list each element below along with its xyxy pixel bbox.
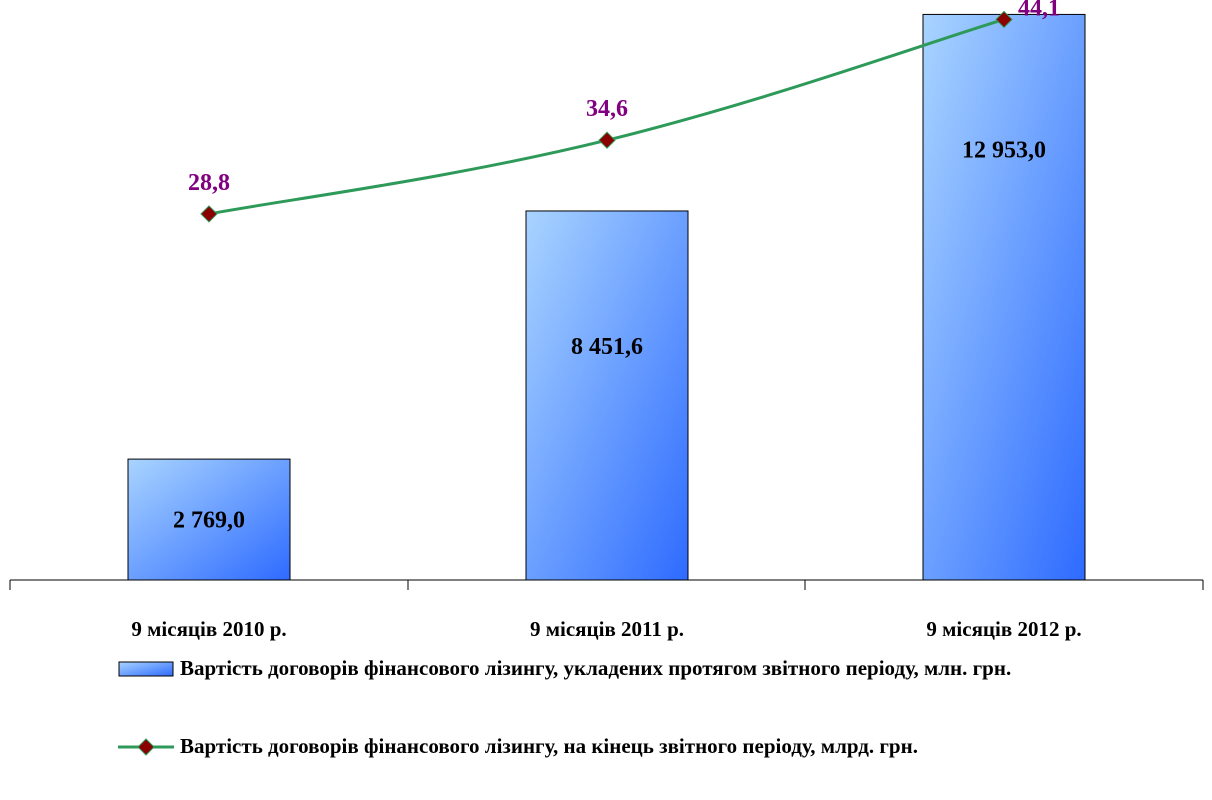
legend-label-bars: Вартість договорів фінансового лізингу, … bbox=[180, 656, 1012, 680]
line-data-label: 44,1 bbox=[1018, 0, 1060, 21]
bar-data-label: 8 451,6 bbox=[571, 334, 643, 360]
line-point bbox=[995, 10, 1013, 29]
bar-series: 2 769,0 8 451,6 12 953,0 bbox=[127, 13, 1086, 581]
legend-item-line: Вартість договорів фінансового лізингу, … bbox=[118, 730, 1080, 762]
legend-swatch-line bbox=[118, 738, 174, 756]
x-axis: 9 місяців 2010 р. 9 місяців 2011 р. 9 мі… bbox=[9, 579, 1204, 641]
legend-item-bars: Вартість договорів фінансового лізингу, … bbox=[118, 652, 1080, 684]
line-data-label: 34,6 bbox=[586, 96, 628, 122]
line-point bbox=[598, 131, 616, 149]
bar-data-label: 12 953,0 bbox=[962, 137, 1046, 163]
bar bbox=[922, 13, 1086, 581]
bar-data-label: 2 769,0 bbox=[173, 508, 245, 534]
chart: 2 769,0 8 451,6 12 953,0 9 місяців 2010 р.… bbox=[9, 0, 1204, 641]
x-tick-label: 9 місяців 2012 р. bbox=[926, 617, 1081, 641]
bar bbox=[525, 210, 689, 581]
line-series: 28,8 34,6 44,1 bbox=[188, 0, 1060, 223]
line-data-label: 28,8 bbox=[188, 170, 230, 196]
legend-label-line: Вартість договорів фінансового лізингу, … bbox=[180, 734, 918, 758]
legend-swatch-bar bbox=[118, 661, 174, 677]
bar bbox=[127, 458, 291, 581]
x-tick-label: 9 місяців 2011 р. bbox=[530, 617, 684, 641]
line-point bbox=[200, 205, 218, 223]
x-tick-label: 9 місяців 2010 р. bbox=[131, 617, 286, 641]
